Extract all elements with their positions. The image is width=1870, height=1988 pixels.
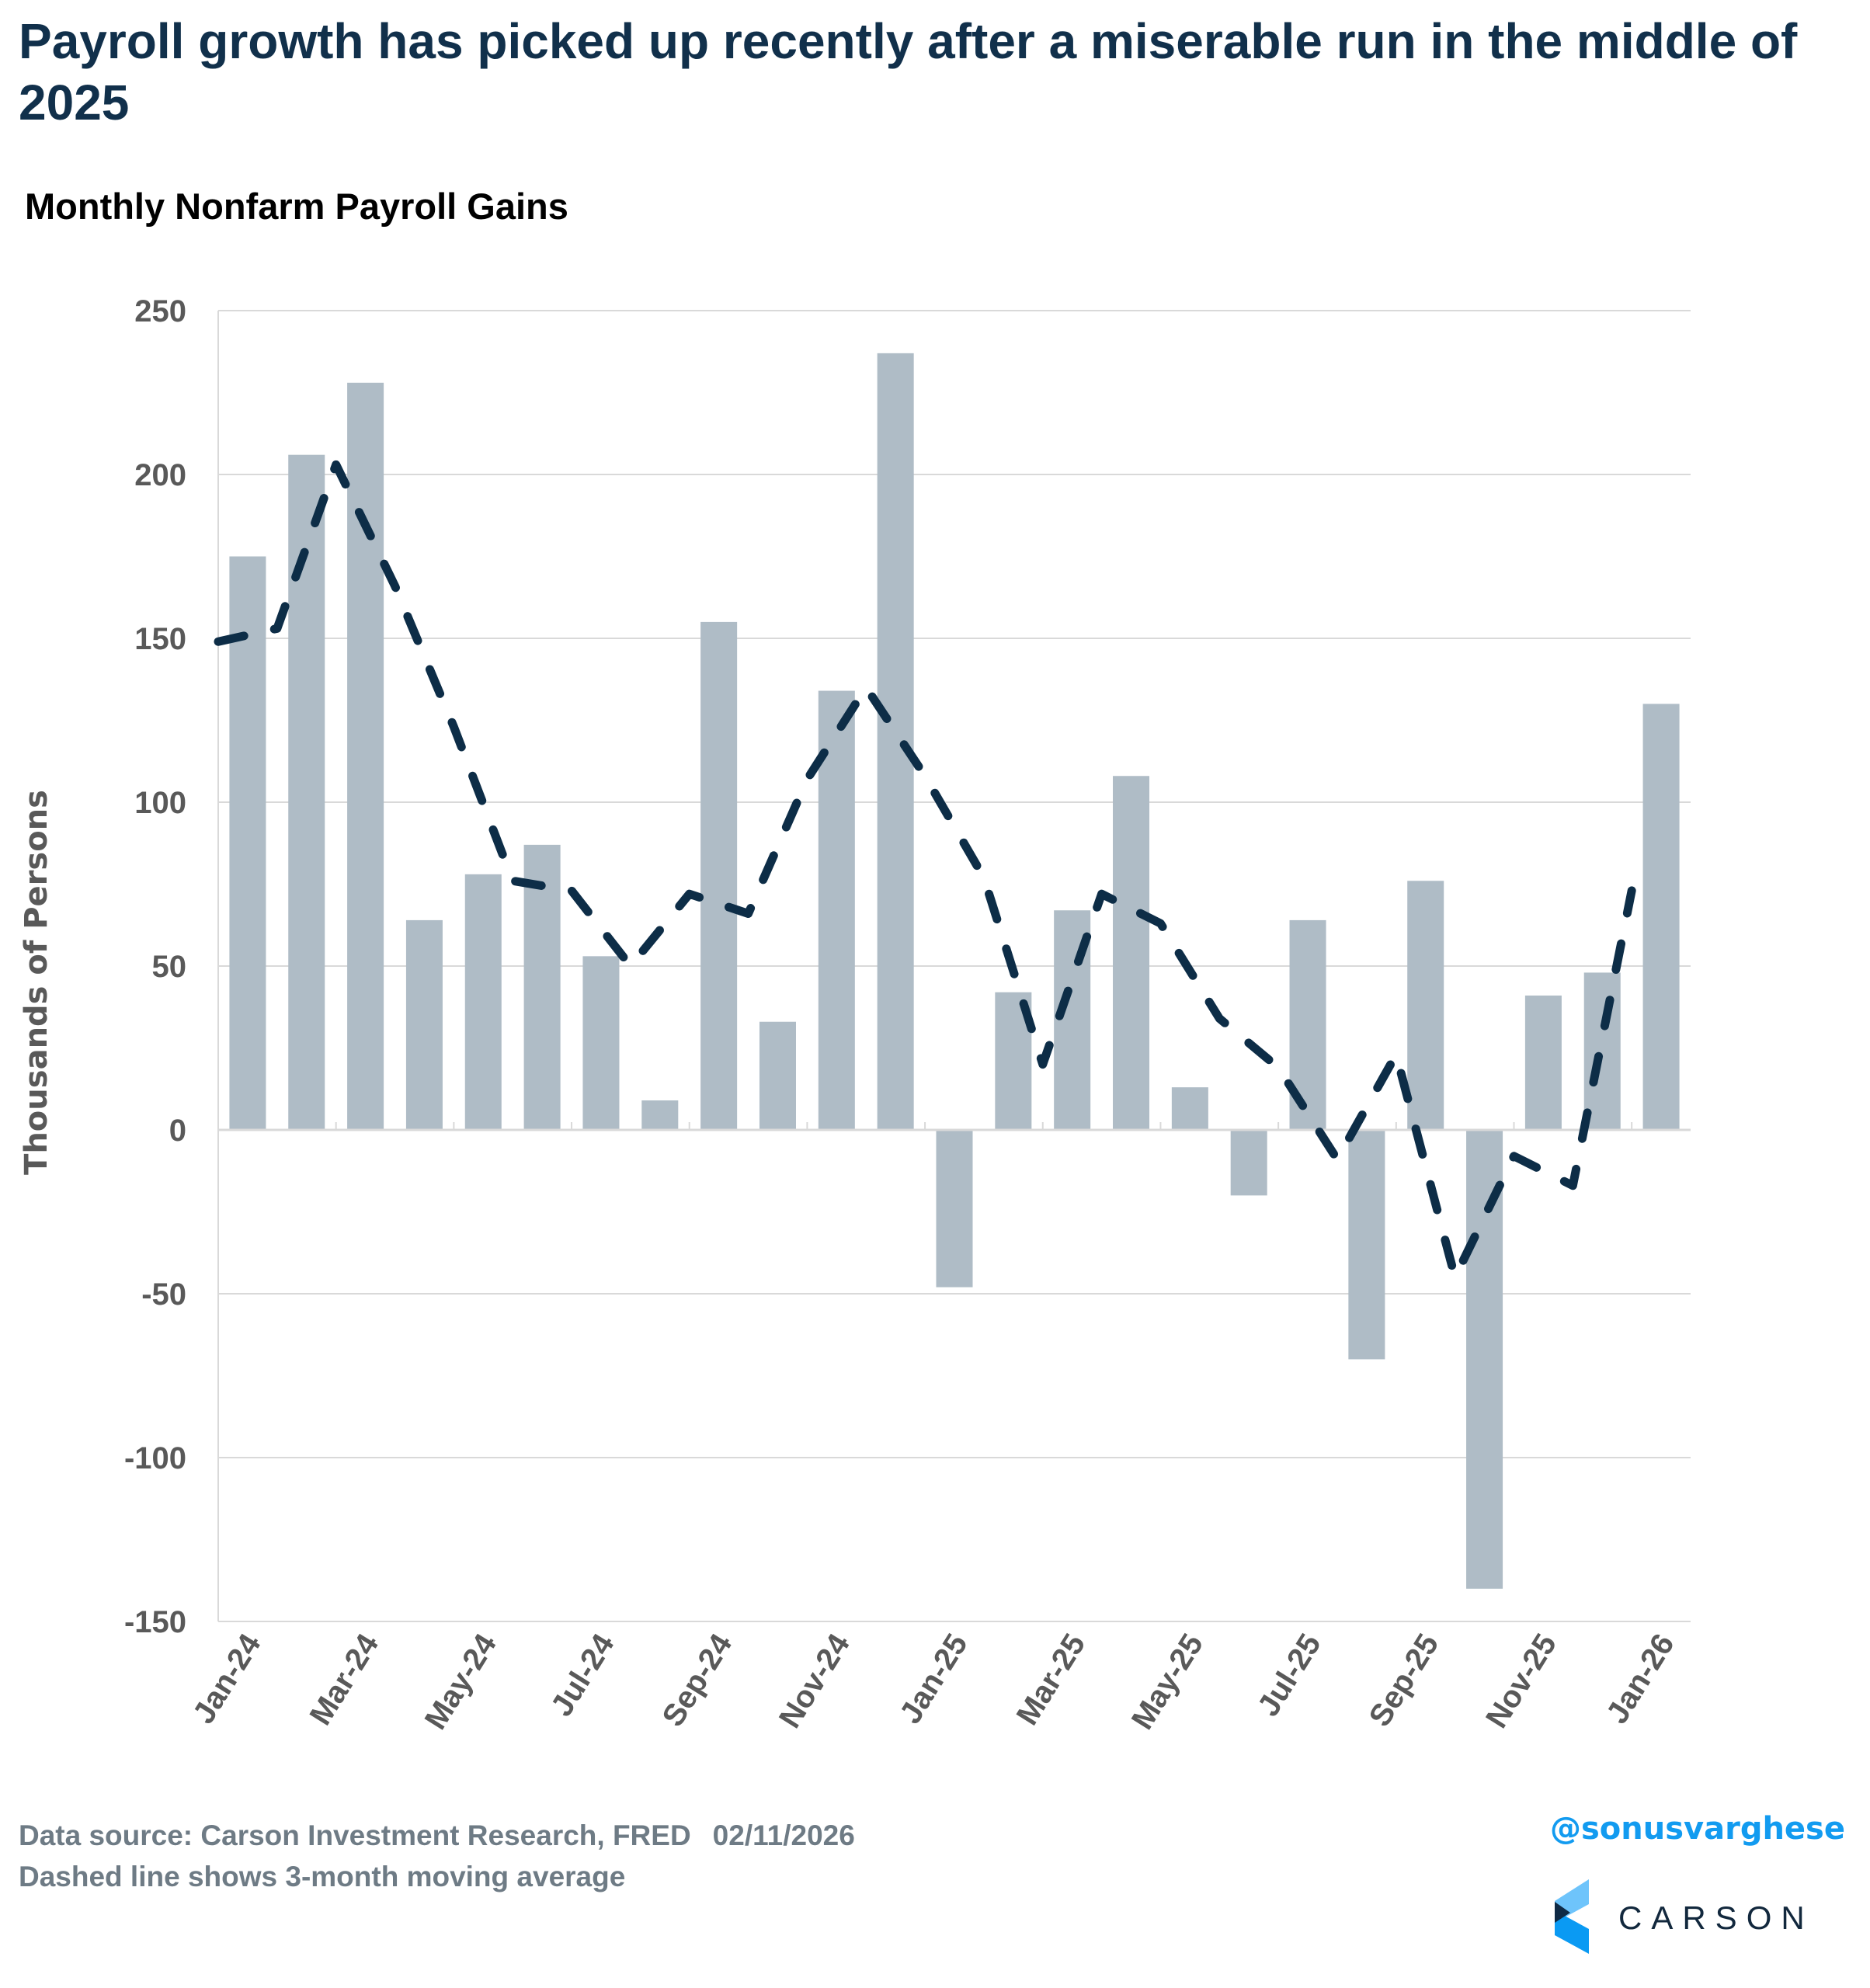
x-tick-label: Sep-25 (1363, 1628, 1446, 1733)
y-tick-label: 150 (134, 622, 186, 656)
y-tick-label: 50 (152, 950, 187, 984)
footnote: Dashed line shows 3-month moving average (19, 1860, 626, 1892)
x-tick-label: May-24 (419, 1628, 504, 1736)
x-axis-ticks: Jan-24 Mar-24 May-24 Jul-24 Sep-24 Nov-24 Jan-… (186, 1628, 1681, 1736)
y-tick-label: 250 (134, 294, 186, 328)
bar-Apr-24 (405, 919, 443, 1130)
x-tick-label: Jan-24 (186, 1628, 268, 1729)
bar-Dec-25 (1583, 972, 1621, 1130)
bar-Nov-25 (1524, 995, 1562, 1130)
bar-Apr-25 (1113, 776, 1150, 1130)
x-tick-label: Jul-24 (544, 1628, 621, 1722)
x-tick-label: May-25 (1125, 1628, 1210, 1735)
x-tick-label: Mar-25 (1010, 1628, 1093, 1731)
x-tick-label: Jan-26 (1600, 1628, 1681, 1729)
footer-notes: Data source: Carson Investment Research,… (19, 1816, 855, 1897)
bar-Jan-26 (1642, 704, 1680, 1130)
bar-series (229, 353, 1680, 1589)
twitter-handle: @sonusvarghese (1549, 1811, 1845, 1847)
x-tick-label: Nov-25 (1479, 1628, 1563, 1733)
bar-Jan-24 (229, 556, 266, 1130)
bar-Jun-24 (523, 844, 561, 1130)
bar-Aug-24 (641, 1100, 679, 1130)
x-tick-label: Mar-24 (304, 1628, 386, 1731)
bar-Oct-24 (759, 1021, 796, 1130)
x-tick-label: Jan-25 (893, 1628, 974, 1729)
x-tick-label: Sep-24 (655, 1628, 739, 1733)
bar-Sep-24 (700, 621, 738, 1130)
bar-May-25 (1171, 1087, 1208, 1130)
moving-average-line (214, 460, 1636, 1282)
y-tick-label: -100 (124, 1441, 186, 1475)
bar-Mar-24 (347, 382, 384, 1131)
gridlines (218, 310, 1691, 1622)
bar-May-24 (464, 874, 502, 1130)
bar-Oct-25 (1466, 1130, 1503, 1589)
carson-logo: CARSON (1548, 1878, 1828, 1955)
bar-Aug-25 (1348, 1130, 1385, 1360)
bar-Jun-25 (1230, 1130, 1267, 1196)
moving-average-series (214, 460, 1636, 1282)
data-source: Data source: Carson Investment Research,… (19, 1819, 691, 1851)
axes (217, 311, 1691, 1621)
x-tick-label: Nov-24 (773, 1628, 857, 1734)
chart-subtitle: Monthly Nonfarm Payroll Gains (25, 186, 568, 227)
carson-chevron-logo-icon (1555, 1879, 1589, 1954)
y-tick-label: 0 (169, 1114, 186, 1148)
bar-Nov-24 (818, 690, 855, 1130)
y-tick-label: -150 (124, 1605, 186, 1639)
bar-Jan-25 (936, 1130, 973, 1288)
carson-logo-text: CARSON (1618, 1899, 1814, 1936)
chart-title: Payroll growth has picked up recently af… (19, 13, 1798, 131)
data-date: 02/11/2026 (712, 1819, 855, 1851)
y-tick-label: 100 (134, 786, 186, 820)
x-tick-label: Jul-25 (1251, 1628, 1328, 1722)
y-tick-label: -50 (141, 1277, 186, 1312)
bar-Feb-24 (288, 454, 325, 1130)
bar-Sep-25 (1407, 881, 1444, 1130)
bar-Dec-24 (877, 353, 914, 1130)
bar-Jul-24 (582, 956, 620, 1130)
y-tick-label: 200 (134, 458, 186, 492)
payroll-chart: 250 200 150 100 50 0 -50 -100 -150 Jan-24 Mar-24 M… (19, 294, 1691, 1736)
y-axis-ticks: 250 200 150 100 50 0 -50 -100 -150 (124, 294, 186, 1639)
y-axis-label: Thousands of Persons (19, 790, 54, 1175)
